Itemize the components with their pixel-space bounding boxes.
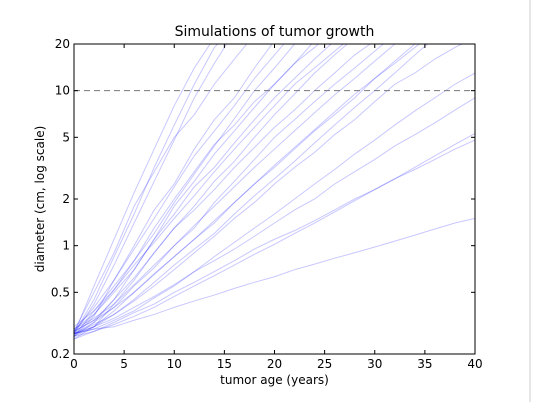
x-tick-label: 35 bbox=[417, 357, 432, 371]
y-tick-label: 20 bbox=[55, 37, 70, 51]
y-axis-label: diameter (cm, log scale) bbox=[33, 126, 47, 273]
series-line bbox=[74, 44, 416, 332]
chart-title: Simulations of tumor growth bbox=[175, 24, 375, 40]
x-tick-label: 10 bbox=[167, 357, 182, 371]
series-line bbox=[74, 44, 248, 332]
series-line bbox=[74, 217, 475, 335]
series-line bbox=[74, 44, 396, 330]
x-tick-label: 40 bbox=[467, 357, 482, 371]
series-line bbox=[74, 132, 475, 337]
series-line bbox=[74, 44, 313, 337]
plot-lines bbox=[74, 44, 475, 340]
series-line bbox=[74, 72, 475, 335]
y-tick-label: 0.5 bbox=[51, 285, 70, 299]
series-line bbox=[74, 44, 273, 337]
x-axis-label: tumor age (years) bbox=[220, 373, 329, 387]
x-tick-label: 30 bbox=[367, 357, 382, 371]
series-line bbox=[74, 97, 475, 337]
y-tick-label: 5 bbox=[62, 130, 70, 144]
series-line bbox=[74, 44, 464, 335]
series-line bbox=[74, 44, 320, 337]
x-tick-label: 5 bbox=[120, 357, 128, 371]
x-tick-label: 15 bbox=[217, 357, 232, 371]
y-tick-label: 2 bbox=[62, 192, 70, 206]
series-line bbox=[74, 44, 371, 340]
y-tick-label: 1 bbox=[62, 239, 70, 253]
x-tick-label: 0 bbox=[70, 357, 78, 371]
series-line bbox=[74, 44, 345, 328]
series-line bbox=[74, 139, 475, 340]
series-line bbox=[74, 44, 219, 335]
y-tick-label: 10 bbox=[55, 84, 70, 98]
x-tick-label: 25 bbox=[317, 357, 332, 371]
series-line bbox=[74, 44, 285, 332]
series-line bbox=[74, 44, 228, 335]
series-line bbox=[74, 44, 385, 335]
series-line bbox=[74, 44, 421, 335]
series-line bbox=[74, 44, 332, 330]
series-line bbox=[74, 44, 429, 335]
x-tick-label: 20 bbox=[267, 357, 282, 371]
series-line bbox=[74, 44, 211, 334]
y-tick-label: 0.2 bbox=[51, 347, 70, 361]
series-line bbox=[74, 44, 349, 332]
series-line bbox=[74, 44, 295, 335]
